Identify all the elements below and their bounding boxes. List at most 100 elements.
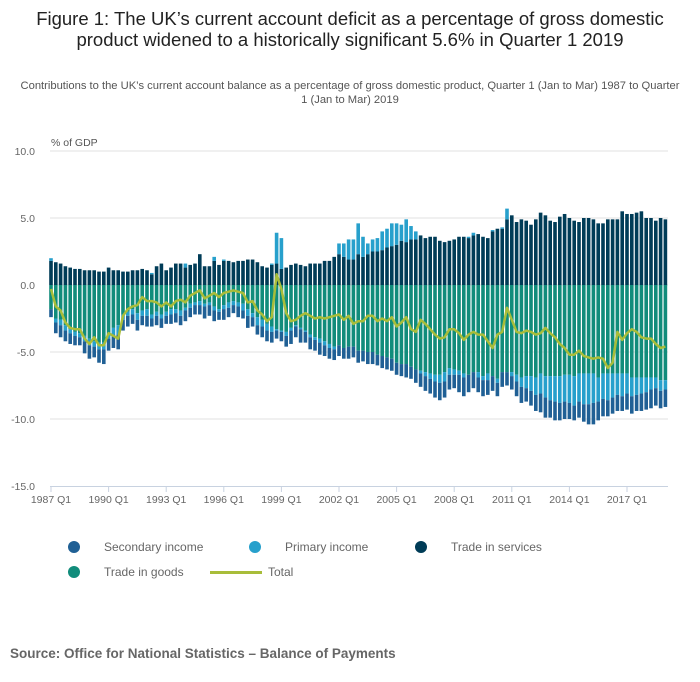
- bar-primary-income: [54, 318, 58, 323]
- bar-trade-in-goods: [318, 285, 322, 339]
- bar-trade-in-services: [246, 259, 250, 285]
- bar-primary-income: [337, 243, 341, 255]
- bar-trade-in-services: [150, 274, 154, 285]
- bar-secondary-income: [351, 346, 356, 358]
- bar-trade-in-services: [111, 270, 116, 285]
- bar-primary-income: [106, 334, 111, 339]
- bar-secondary-income: [183, 310, 188, 322]
- bar-trade-in-goods: [260, 285, 264, 320]
- bar-trade-in-services: [82, 270, 87, 285]
- bar-primary-income: [284, 331, 288, 336]
- bar-secondary-income: [476, 377, 480, 393]
- bar-trade-in-goods: [178, 285, 183, 311]
- bar-primary-income: [457, 370, 461, 375]
- bar-primary-income: [303, 330, 308, 332]
- bar-secondary-income: [615, 394, 620, 411]
- bar-trade-in-goods: [433, 285, 437, 375]
- bar-primary-income: [313, 337, 317, 340]
- bar-secondary-income: [495, 382, 500, 397]
- bar-trade-in-services: [346, 259, 351, 285]
- bar-trade-in-goods: [390, 285, 394, 359]
- bar-trade-in-goods: [586, 285, 591, 374]
- bar-secondary-income: [524, 388, 528, 402]
- legend-item-trade-in-services[interactable]: Trade in services: [415, 540, 542, 554]
- bar-primary-income: [524, 376, 528, 389]
- bar-primary-income: [159, 314, 164, 319]
- bar-secondary-income: [303, 331, 308, 343]
- bar-secondary-income: [279, 331, 284, 342]
- bar-secondary-income: [241, 310, 245, 319]
- bar-primary-income: [572, 376, 576, 406]
- bar-primary-income: [625, 373, 629, 394]
- legend-swatch: [68, 541, 80, 553]
- bar-primary-income: [346, 239, 351, 260]
- bar-trade-in-goods: [620, 285, 624, 374]
- legend-item-trade-in-goods[interactable]: Trade in goods: [68, 565, 184, 579]
- bar-trade-in-services: [159, 263, 164, 285]
- legend-item-primary-income[interactable]: Primary income: [249, 540, 368, 554]
- bar-secondary-income: [620, 396, 624, 411]
- bar-trade-in-services: [121, 271, 125, 285]
- x-tick-label: 2005 Q1: [376, 494, 416, 506]
- bar-primary-income: [586, 373, 591, 405]
- bar-primary-income: [366, 243, 370, 255]
- bar-primary-income: [591, 373, 596, 403]
- bar-secondary-income: [212, 310, 216, 322]
- bar-trade-in-services: [610, 219, 615, 285]
- bar-primary-income: [663, 380, 668, 390]
- bar-trade-in-goods: [289, 285, 293, 328]
- bar-trade-in-goods: [202, 285, 207, 304]
- bar-trade-in-goods: [370, 285, 375, 352]
- legend-label: Primary income: [285, 540, 369, 554]
- bar-trade-in-goods: [313, 285, 317, 338]
- bar-primary-income: [169, 309, 173, 315]
- bar-secondary-income: [169, 314, 173, 324]
- bar-secondary-income: [159, 318, 164, 328]
- bar-trade-in-services: [236, 260, 240, 285]
- source-note: Source: Office for National Statistics –…: [10, 646, 396, 661]
- bar-trade-in-goods: [543, 285, 548, 377]
- bar-primary-income: [644, 377, 648, 393]
- bar-secondary-income: [178, 315, 183, 326]
- bar-secondary-income: [663, 389, 668, 407]
- bar-primary-income: [567, 374, 572, 403]
- legend-item-secondary-income[interactable]: Secondary income: [68, 540, 203, 554]
- bar-trade-in-services: [466, 238, 471, 285]
- bar-trade-in-services: [298, 264, 303, 285]
- bar-trade-in-goods: [150, 285, 154, 315]
- bar-secondary-income: [202, 306, 207, 319]
- bar-trade-in-services: [548, 220, 552, 285]
- legend-item-total[interactable]: Total: [210, 565, 293, 579]
- bar-trade-in-goods: [438, 285, 442, 375]
- bar-trade-in-services: [327, 260, 332, 285]
- bar-primary-income: [610, 373, 615, 398]
- bar-trade-in-goods: [49, 285, 53, 310]
- bar-trade-in-services: [452, 239, 456, 285]
- bar-secondary-income: [481, 380, 485, 397]
- bar-primary-income: [606, 373, 610, 401]
- bar-primary-income: [514, 374, 519, 382]
- bar-secondary-income: [519, 386, 524, 403]
- bar-primary-income: [649, 377, 653, 390]
- bar-trade-in-services: [361, 256, 365, 285]
- bar-trade-in-services: [135, 270, 140, 285]
- bar-primary-income: [548, 376, 552, 401]
- bar-trade-in-goods: [255, 285, 260, 318]
- bar-secondary-income: [106, 338, 111, 351]
- bar-trade-in-services: [202, 266, 207, 285]
- bar-trade-in-goods: [582, 285, 586, 374]
- bar-trade-in-services: [514, 222, 519, 285]
- bar-secondary-income: [361, 350, 365, 362]
- bar-secondary-income: [332, 349, 336, 361]
- bar-trade-in-goods: [658, 285, 663, 381]
- bar-primary-income: [332, 346, 336, 350]
- bar-trade-in-services: [318, 263, 322, 285]
- bar-secondary-income: [514, 381, 519, 397]
- bar-primary-income: [250, 313, 255, 318]
- bar-trade-in-services: [351, 259, 356, 285]
- legend-label: Total: [268, 565, 294, 579]
- bar-primary-income: [260, 319, 264, 327]
- bar-trade-in-services: [390, 246, 394, 285]
- bar-secondary-income: [342, 347, 346, 359]
- bar-trade-in-services: [303, 266, 308, 285]
